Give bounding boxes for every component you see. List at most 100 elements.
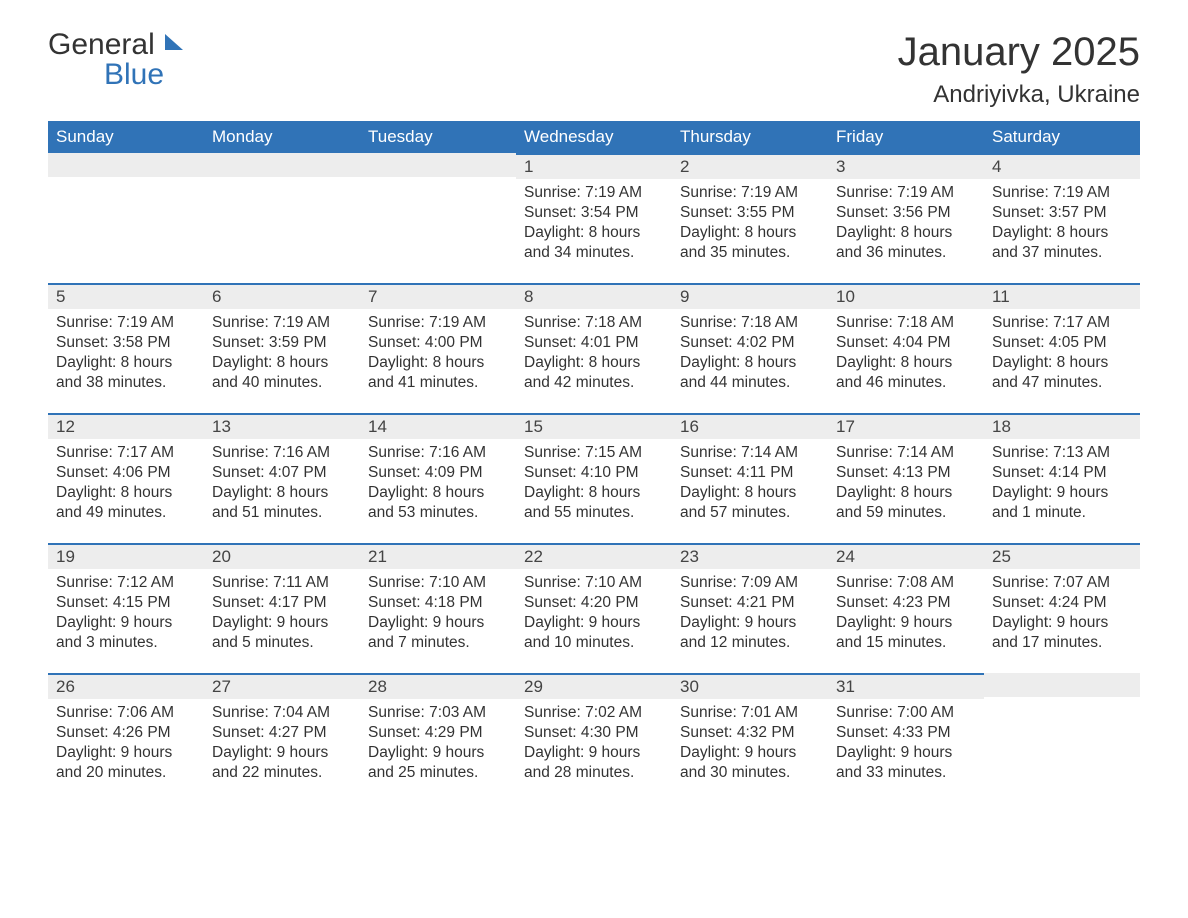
- daylight-line: Daylight: 8 hours and 38 minutes.: [56, 353, 196, 393]
- day-number: 7: [360, 283, 516, 309]
- weekday-header: Wednesday: [516, 121, 672, 153]
- sunset-line: Sunset: 4:23 PM: [836, 593, 976, 613]
- daylight-line: Daylight: 9 hours and 7 minutes.: [368, 613, 508, 653]
- daylight-line: Daylight: 8 hours and 36 minutes.: [836, 223, 976, 263]
- sunset-line: Sunset: 4:33 PM: [836, 723, 976, 743]
- day-number: 6: [204, 283, 360, 309]
- day-number: 5: [48, 283, 204, 309]
- calendar-cell: [984, 673, 1140, 803]
- day-number: 27: [204, 673, 360, 699]
- sunrise-line: Sunrise: 7:12 AM: [56, 573, 196, 593]
- sunset-line: Sunset: 4:15 PM: [56, 593, 196, 613]
- sunset-line: Sunset: 3:54 PM: [524, 203, 664, 223]
- daylight-line: Daylight: 9 hours and 1 minute.: [992, 483, 1132, 523]
- calendar-week-row: 5Sunrise: 7:19 AMSunset: 3:58 PMDaylight…: [48, 283, 1140, 413]
- daylight-line: Daylight: 9 hours and 33 minutes.: [836, 743, 976, 783]
- sunrise-line: Sunrise: 7:15 AM: [524, 443, 664, 463]
- calendar-cell: 19Sunrise: 7:12 AMSunset: 4:15 PMDayligh…: [48, 543, 204, 673]
- calendar-cell: 14Sunrise: 7:16 AMSunset: 4:09 PMDayligh…: [360, 413, 516, 543]
- calendar-cell: 7Sunrise: 7:19 AMSunset: 4:00 PMDaylight…: [360, 283, 516, 413]
- day-number: 3: [828, 153, 984, 179]
- sunset-line: Sunset: 4:24 PM: [992, 593, 1132, 613]
- day-number: 12: [48, 413, 204, 439]
- day-number: 30: [672, 673, 828, 699]
- sunset-line: Sunset: 3:57 PM: [992, 203, 1132, 223]
- daylight-line: Daylight: 8 hours and 34 minutes.: [524, 223, 664, 263]
- day-details: Sunrise: 7:09 AMSunset: 4:21 PMDaylight:…: [672, 569, 828, 662]
- daylight-line: Daylight: 9 hours and 3 minutes.: [56, 613, 196, 653]
- calendar-cell: 13Sunrise: 7:16 AMSunset: 4:07 PMDayligh…: [204, 413, 360, 543]
- calendar-cell: 26Sunrise: 7:06 AMSunset: 4:26 PMDayligh…: [48, 673, 204, 803]
- day-number: 13: [204, 413, 360, 439]
- empty-day: [48, 153, 204, 177]
- sunset-line: Sunset: 4:14 PM: [992, 463, 1132, 483]
- empty-day: [360, 153, 516, 177]
- weekday-header-row: SundayMondayTuesdayWednesdayThursdayFrid…: [48, 121, 1140, 153]
- weekday-header: Tuesday: [360, 121, 516, 153]
- day-number: 21: [360, 543, 516, 569]
- day-number: 11: [984, 283, 1140, 309]
- day-details: Sunrise: 7:16 AMSunset: 4:09 PMDaylight:…: [360, 439, 516, 532]
- weekday-header: Monday: [204, 121, 360, 153]
- sunrise-line: Sunrise: 7:14 AM: [836, 443, 976, 463]
- sunset-line: Sunset: 4:01 PM: [524, 333, 664, 353]
- day-number: 26: [48, 673, 204, 699]
- weekday-header: Friday: [828, 121, 984, 153]
- daylight-line: Daylight: 9 hours and 17 minutes.: [992, 613, 1132, 653]
- day-details: Sunrise: 7:19 AMSunset: 3:54 PMDaylight:…: [516, 179, 672, 272]
- sunset-line: Sunset: 4:29 PM: [368, 723, 508, 743]
- day-number: 31: [828, 673, 984, 699]
- day-details: Sunrise: 7:12 AMSunset: 4:15 PMDaylight:…: [48, 569, 204, 662]
- sunset-line: Sunset: 4:10 PM: [524, 463, 664, 483]
- day-details: Sunrise: 7:03 AMSunset: 4:29 PMDaylight:…: [360, 699, 516, 792]
- sunset-line: Sunset: 4:32 PM: [680, 723, 820, 743]
- daylight-line: Daylight: 8 hours and 57 minutes.: [680, 483, 820, 523]
- daylight-line: Daylight: 8 hours and 44 minutes.: [680, 353, 820, 393]
- calendar-body: 1Sunrise: 7:19 AMSunset: 3:54 PMDaylight…: [48, 153, 1140, 803]
- calendar-table: SundayMondayTuesdayWednesdayThursdayFrid…: [48, 121, 1140, 803]
- calendar-cell: 9Sunrise: 7:18 AMSunset: 4:02 PMDaylight…: [672, 283, 828, 413]
- day-details: Sunrise: 7:04 AMSunset: 4:27 PMDaylight:…: [204, 699, 360, 792]
- calendar-cell: 17Sunrise: 7:14 AMSunset: 4:13 PMDayligh…: [828, 413, 984, 543]
- empty-day: [204, 153, 360, 177]
- day-details: Sunrise: 7:07 AMSunset: 4:24 PMDaylight:…: [984, 569, 1140, 662]
- flag-icon: [155, 34, 183, 54]
- sunrise-line: Sunrise: 7:18 AM: [680, 313, 820, 333]
- sunrise-line: Sunrise: 7:19 AM: [368, 313, 508, 333]
- sunrise-line: Sunrise: 7:19 AM: [524, 183, 664, 203]
- day-details: Sunrise: 7:19 AMSunset: 3:59 PMDaylight:…: [204, 309, 360, 402]
- sunrise-line: Sunrise: 7:17 AM: [56, 443, 196, 463]
- calendar-cell: 24Sunrise: 7:08 AMSunset: 4:23 PMDayligh…: [828, 543, 984, 673]
- sunrise-line: Sunrise: 7:10 AM: [524, 573, 664, 593]
- sunset-line: Sunset: 4:04 PM: [836, 333, 976, 353]
- day-details: Sunrise: 7:17 AMSunset: 4:05 PMDaylight:…: [984, 309, 1140, 402]
- day-details: Sunrise: 7:15 AMSunset: 4:10 PMDaylight:…: [516, 439, 672, 532]
- sunset-line: Sunset: 4:02 PM: [680, 333, 820, 353]
- sunrise-line: Sunrise: 7:13 AM: [992, 443, 1132, 463]
- sunrise-line: Sunrise: 7:19 AM: [680, 183, 820, 203]
- daylight-line: Daylight: 8 hours and 46 minutes.: [836, 353, 976, 393]
- calendar-cell: 23Sunrise: 7:09 AMSunset: 4:21 PMDayligh…: [672, 543, 828, 673]
- daylight-line: Daylight: 9 hours and 12 minutes.: [680, 613, 820, 653]
- sunset-line: Sunset: 4:20 PM: [524, 593, 664, 613]
- calendar-cell: 21Sunrise: 7:10 AMSunset: 4:18 PMDayligh…: [360, 543, 516, 673]
- day-number: 29: [516, 673, 672, 699]
- calendar-cell: [204, 153, 360, 283]
- day-details: Sunrise: 7:11 AMSunset: 4:17 PMDaylight:…: [204, 569, 360, 662]
- day-details: Sunrise: 7:10 AMSunset: 4:20 PMDaylight:…: [516, 569, 672, 662]
- day-number: 10: [828, 283, 984, 309]
- daylight-line: Daylight: 9 hours and 10 minutes.: [524, 613, 664, 653]
- daylight-line: Daylight: 8 hours and 40 minutes.: [212, 353, 352, 393]
- sunrise-line: Sunrise: 7:17 AM: [992, 313, 1132, 333]
- calendar-cell: 8Sunrise: 7:18 AMSunset: 4:01 PMDaylight…: [516, 283, 672, 413]
- sunrise-line: Sunrise: 7:08 AM: [836, 573, 976, 593]
- daylight-line: Daylight: 9 hours and 15 minutes.: [836, 613, 976, 653]
- logo-text: General Blue: [48, 30, 183, 90]
- daylight-line: Daylight: 8 hours and 47 minutes.: [992, 353, 1132, 393]
- daylight-line: Daylight: 9 hours and 28 minutes.: [524, 743, 664, 783]
- sunrise-line: Sunrise: 7:02 AM: [524, 703, 664, 723]
- calendar-cell: 30Sunrise: 7:01 AMSunset: 4:32 PMDayligh…: [672, 673, 828, 803]
- day-details: Sunrise: 7:18 AMSunset: 4:01 PMDaylight:…: [516, 309, 672, 402]
- day-number: 1: [516, 153, 672, 179]
- daylight-line: Daylight: 8 hours and 55 minutes.: [524, 483, 664, 523]
